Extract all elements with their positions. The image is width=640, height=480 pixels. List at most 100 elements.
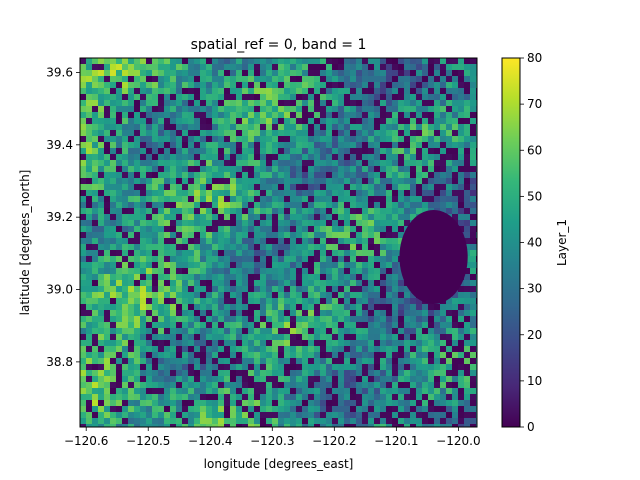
heatmap-cell (200, 208, 206, 214)
colorbar-tick-label: 10 (527, 374, 542, 388)
heatmap-cell (428, 328, 434, 334)
heatmap-cell (332, 412, 338, 418)
heatmap-cell (296, 202, 302, 208)
heatmap-cell (338, 334, 344, 340)
heatmap-cell (434, 376, 440, 382)
heatmap-cell (110, 202, 116, 208)
heatmap-cell (170, 76, 176, 82)
heatmap-cell (236, 124, 242, 130)
heatmap-cell (338, 178, 344, 184)
heatmap-cell (410, 58, 416, 64)
heatmap-cell (128, 100, 134, 106)
heatmap-cell (422, 328, 428, 334)
heatmap-cell (470, 238, 476, 244)
heatmap-cell (176, 364, 182, 370)
heatmap-cell (470, 412, 476, 418)
heatmap-cell (320, 142, 326, 148)
heatmap-cell (362, 208, 368, 214)
heatmap-cell (458, 124, 464, 130)
heatmap-cell (188, 346, 194, 352)
heatmap-cell (122, 376, 128, 382)
heatmap-cell (146, 322, 152, 328)
heatmap-cell (110, 136, 116, 142)
heatmap-cell (410, 340, 416, 346)
heatmap-cell (278, 172, 284, 178)
heatmap-cell (446, 190, 452, 196)
heatmap-cell (86, 256, 92, 262)
heatmap-cell (464, 220, 470, 226)
heatmap-cell (116, 304, 122, 310)
heatmap-cell (284, 256, 290, 262)
heatmap-cell (170, 106, 176, 112)
heatmap-cell (428, 382, 434, 388)
heatmap-cell (398, 166, 404, 172)
heatmap-cell (284, 412, 290, 418)
heatmap-cell (92, 394, 98, 400)
heatmap-cell (80, 262, 86, 268)
heatmap-cell (356, 100, 362, 106)
heatmap-cell (434, 154, 440, 160)
heatmap-cell (92, 190, 98, 196)
heatmap-cell (386, 106, 392, 112)
heatmap-cell (218, 334, 224, 340)
heatmap-cell (458, 58, 464, 64)
heatmap-cell (332, 274, 338, 280)
heatmap-cell (398, 364, 404, 370)
heatmap-cell (242, 334, 248, 340)
heatmap-cell (110, 268, 116, 274)
heatmap-cell (362, 196, 368, 202)
heatmap-cell (314, 376, 320, 382)
heatmap-cell (140, 58, 146, 64)
heatmap-cell (344, 304, 350, 310)
heatmap-cell (446, 82, 452, 88)
heatmap-cell (182, 346, 188, 352)
heatmap-cell (152, 286, 158, 292)
heatmap-cell (302, 196, 308, 202)
heatmap-cell (170, 298, 176, 304)
heatmap-cell (182, 238, 188, 244)
heatmap-cell (164, 226, 170, 232)
heatmap-cell (248, 316, 254, 322)
heatmap-cell (146, 400, 152, 406)
heatmap-cell (326, 286, 332, 292)
heatmap-cell (152, 418, 158, 424)
heatmap-cell (314, 310, 320, 316)
heatmap-cell (380, 376, 386, 382)
heatmap-cell (392, 118, 398, 124)
heatmap-cell (140, 376, 146, 382)
heatmap-cell (422, 112, 428, 118)
heatmap-cell (290, 424, 296, 427)
heatmap-cell (290, 382, 296, 388)
heatmap-cell (284, 142, 290, 148)
heatmap-cell (392, 352, 398, 358)
heatmap-cell (146, 334, 152, 340)
heatmap-cell (392, 208, 398, 214)
heatmap-cell (80, 280, 86, 286)
heatmap-cell (350, 424, 356, 427)
heatmap-cell (236, 412, 242, 418)
heatmap-cell (164, 382, 170, 388)
heatmap-cell (470, 106, 476, 112)
heatmap-cell (218, 424, 224, 427)
heatmap-cell (254, 280, 260, 286)
heatmap-cell (326, 88, 332, 94)
heatmap-cell (398, 316, 404, 322)
heatmap-cell (104, 358, 110, 364)
heatmap-cell (98, 82, 104, 88)
heatmap-cell (266, 358, 272, 364)
heatmap-cell (278, 214, 284, 220)
heatmap-cell (98, 100, 104, 106)
heatmap-cell (98, 370, 104, 376)
heatmap-cell (194, 256, 200, 262)
heatmap-cell (398, 388, 404, 394)
heatmap-cell (122, 112, 128, 118)
heatmap-cell (302, 262, 308, 268)
heatmap-cell (314, 346, 320, 352)
heatmap-cell (440, 160, 446, 166)
heatmap-cell (386, 340, 392, 346)
heatmap-cell (428, 304, 434, 310)
heatmap-cell (404, 94, 410, 100)
heatmap-cell (188, 160, 194, 166)
heatmap-cell (170, 406, 176, 412)
heatmap-cell (134, 304, 140, 310)
